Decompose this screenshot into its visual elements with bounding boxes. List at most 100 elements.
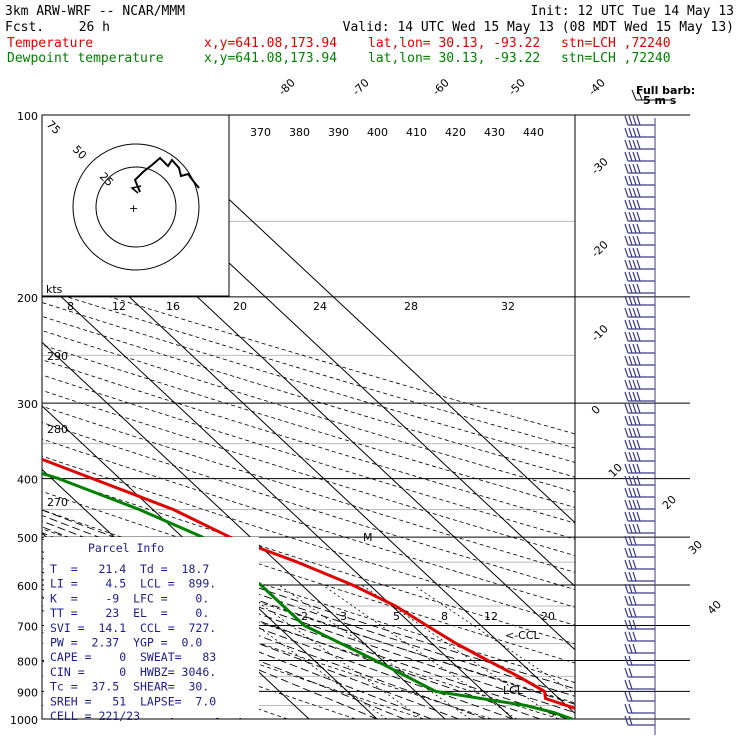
moist-adiabat — [42, 526, 575, 714]
dewpoint-trace — [42, 471, 573, 719]
wind-barb — [624, 367, 655, 378]
wind-barb — [624, 547, 655, 558]
mixing-ratio-label-2: 2 — [301, 610, 308, 623]
wind-barb — [624, 703, 655, 714]
wind-barb — [624, 535, 655, 546]
hodo-units: kts — [46, 283, 63, 296]
theta-label-380: 380 — [289, 126, 310, 139]
wind-barb — [624, 487, 655, 498]
temperature-trace — [42, 457, 575, 710]
fcst-label: Fcst. — [5, 20, 44, 35]
isotherm — [42, 278, 514, 719]
wind-barb — [624, 715, 655, 726]
dry-adiabat — [42, 275, 575, 435]
dry-adiabat — [42, 455, 575, 626]
ccl-marker: <-CCL — [505, 629, 541, 642]
pressure-tick-400: 400 — [17, 474, 38, 487]
wind-barb — [624, 115, 655, 126]
dry-adiabat — [42, 547, 560, 719]
theta-side-label-270: 270 — [47, 496, 68, 509]
skew-temp-label--60: -60 — [430, 76, 452, 98]
model-title: 3km ARW-WRF -- NCAR/MMM — [5, 4, 185, 19]
isotherm — [42, 405, 378, 719]
skew-temp-label-10: 10 — [606, 461, 625, 480]
parcel-info-row: T = 21.4 Td = 18.7 — [50, 562, 209, 576]
hodo-speed-label-20: 20 — [233, 300, 247, 313]
skew-temp-label-0: 0 — [589, 403, 603, 417]
wind-barb — [624, 247, 655, 258]
theta-side-label-280: 280 — [47, 423, 68, 436]
moist-adiabat — [42, 544, 514, 719]
pressure-tick-1000: 1000 — [10, 714, 38, 727]
parcel-info-row: TT = 23 EL = 0. — [50, 606, 209, 620]
wind-barb — [624, 451, 655, 462]
wind-barb — [624, 343, 655, 354]
skew-temp-label--20: -20 — [589, 238, 611, 260]
wind-barb — [624, 691, 655, 702]
theta-label-370: 370 — [250, 126, 271, 139]
m-marker: M — [363, 531, 373, 544]
wind-barb — [624, 607, 655, 618]
barb-legend-label: Full barb: — [636, 84, 695, 97]
dry-adiabat — [42, 302, 575, 463]
wind-barb — [624, 163, 655, 174]
parcel-info-box: Parcel Info T = 21.4 Td = 18.7LI = 4.5 L… — [44, 537, 259, 723]
wind-barb — [624, 223, 655, 234]
skew-temp-label-30: 30 — [686, 538, 705, 557]
pressure-tick-300: 300 — [17, 398, 38, 411]
mixing-ratio-label-12: 12 — [484, 610, 498, 623]
mixing-ratio-label-8: 8 — [441, 610, 448, 623]
wind-barb — [624, 211, 655, 222]
wind-barb — [624, 391, 655, 402]
legend-temp-latlon: lat,lon= 30.13, -93.22 — [368, 36, 540, 51]
dry-adiabat — [42, 405, 575, 573]
wind-barb — [624, 271, 655, 282]
skew-temp-label--80: -80 — [276, 76, 298, 98]
hodograph: 75 50 25 + kts — [41, 114, 230, 297]
pressure-tick-200: 200 — [17, 292, 38, 305]
wind-barb — [624, 667, 655, 678]
pressure-tick-900: 900 — [17, 686, 38, 699]
legend-temperature: Temperature — [7, 36, 93, 51]
wind-barb — [624, 571, 655, 582]
wind-barb — [624, 139, 655, 150]
legend-dewpoint: Dewpoint temperature — [7, 51, 164, 66]
pressure-tick-800: 800 — [17, 655, 38, 668]
dry-adiabat — [42, 344, 575, 508]
wind-barb — [624, 319, 655, 330]
theta-label-440: 440 — [523, 126, 544, 139]
wind-barb — [624, 439, 655, 450]
wind-barb — [624, 523, 655, 534]
wind-barb — [624, 595, 655, 606]
wind-barb — [624, 631, 655, 642]
legend-dew-xy: x,y=641.08,173.94 — [204, 51, 337, 66]
wind-barb — [624, 295, 655, 306]
wind-barb — [624, 331, 655, 342]
hodo-speed-label-12: 12 — [112, 300, 126, 313]
wind-barb — [624, 499, 655, 510]
parcel-info-row: SVI = 14.1 CCL = 727. — [50, 621, 216, 635]
parcel-info-row: CIN = 0 HWBZ= 3046. — [50, 665, 216, 679]
dry-adiabat — [42, 509, 575, 684]
dry-adiabat — [42, 315, 575, 478]
parcel-info-row: SREH = 51 LAPSE= 7.0 — [50, 694, 216, 708]
wind-barb — [624, 643, 655, 654]
theta-label-410: 410 — [406, 126, 427, 139]
wind-barb — [624, 583, 655, 594]
legend-dew-latlon: lat,lon= 30.13, -93.22 — [368, 51, 540, 66]
skew-temp-label--40: -40 — [586, 76, 608, 98]
wind-barb — [624, 679, 655, 690]
wind-barb — [624, 475, 655, 486]
wind-barb — [624, 463, 655, 474]
parcel-info-title: Parcel Info — [88, 541, 164, 555]
wind-barb — [624, 415, 655, 426]
moist-adiabat — [42, 571, 405, 719]
mixing-ratio-label-3: 3 — [340, 610, 347, 623]
theta-label-430: 430 — [484, 126, 505, 139]
parcel-info-row: K = -9 LFC = 0. — [50, 591, 209, 605]
skew-temp-label--50: -50 — [506, 76, 528, 98]
wind-barb — [624, 175, 655, 186]
wind-barb — [624, 511, 655, 522]
wind-barb — [624, 619, 655, 630]
